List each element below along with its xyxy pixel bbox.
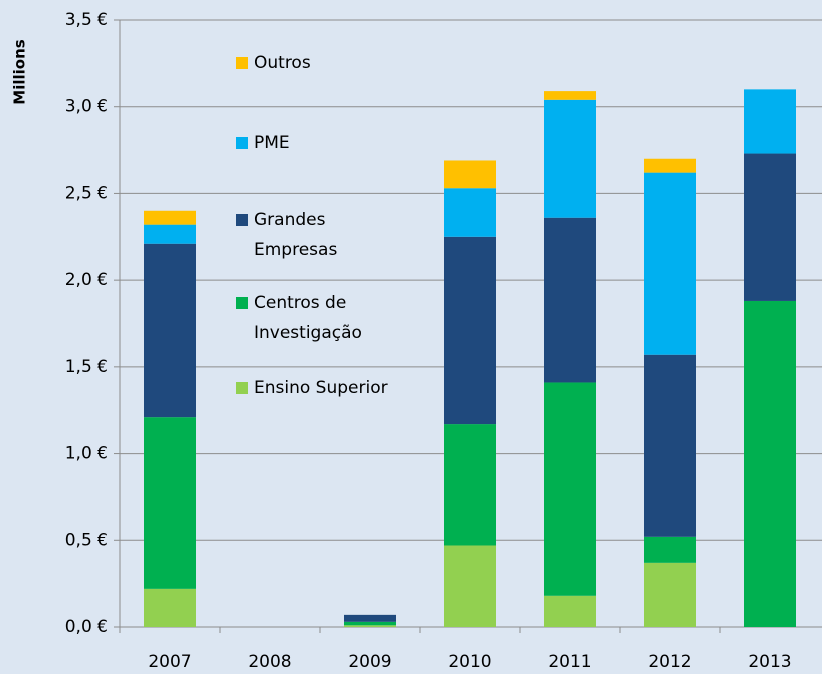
- x-tick-label: 2009: [348, 652, 391, 672]
- x-tick-label: 2011: [548, 652, 591, 672]
- x-tick-label: 2007: [148, 652, 191, 672]
- bar-segment: [544, 217, 596, 383]
- x-tick-label: 2010: [448, 652, 491, 672]
- bar-segment: [344, 625, 396, 627]
- bar-segment: [744, 153, 796, 301]
- legend-item: Outros: [236, 48, 374, 78]
- bar-segment: [144, 417, 196, 589]
- bar-segment: [144, 224, 196, 244]
- legend-label: PME: [254, 133, 290, 153]
- bar-segment: [444, 188, 496, 237]
- bar-segment: [744, 89, 796, 154]
- bar-segment: [344, 614, 396, 622]
- legend-swatch: [236, 57, 248, 69]
- x-tick-label: 2012: [648, 652, 691, 672]
- bar-segment: [644, 172, 696, 355]
- y-axis-label: Millions: [11, 39, 29, 104]
- y-tick-label: 1,0 €: [65, 444, 108, 464]
- legend-item: PME: [236, 128, 374, 158]
- bar-segment: [544, 382, 596, 596]
- legend-swatch: [236, 137, 248, 149]
- bar-segment: [644, 562, 696, 627]
- bar-segment: [744, 300, 796, 627]
- legend-swatch: [236, 297, 248, 309]
- legend-item: Grandes Empresas: [236, 205, 374, 265]
- x-tick-label: 2013: [748, 652, 791, 672]
- bar-segment: [144, 243, 196, 418]
- legend-item: Ensino Superior: [236, 373, 388, 403]
- bar-segment: [144, 210, 196, 225]
- bar-segment: [144, 588, 196, 627]
- legend-swatch: [236, 214, 248, 226]
- bar-segment: [344, 621, 396, 626]
- bar-segment: [644, 536, 696, 563]
- bar-segment: [544, 99, 596, 218]
- y-tick-label: 3,5 €: [65, 10, 108, 30]
- bar-segment: [644, 158, 696, 173]
- y-tick-label: 0,5 €: [65, 530, 108, 550]
- bar-segment: [544, 91, 596, 100]
- legend-swatch: [236, 382, 248, 394]
- y-tick-label: 2,0 €: [65, 270, 108, 290]
- y-tick-label: 2,5 €: [65, 183, 108, 203]
- bar-segment: [544, 595, 596, 627]
- legend-label: Centros de Investigação: [254, 293, 362, 343]
- legend-label: Ensino Superior: [254, 378, 388, 398]
- bar-segment: [444, 424, 496, 546]
- bar-segment: [444, 545, 496, 627]
- bar-segment: [444, 236, 496, 425]
- legend-label: Outros: [254, 53, 311, 73]
- y-tick-label: 0,0 €: [65, 617, 108, 637]
- y-tick-label: 3,0 €: [65, 97, 108, 117]
- y-tick-label: 1,5 €: [65, 357, 108, 377]
- bar-segment: [444, 160, 496, 189]
- bar-segment: [644, 354, 696, 537]
- legend-item: Centros de Investigação: [236, 288, 374, 348]
- legend-label: Grandes Empresas: [254, 210, 338, 260]
- x-tick-label: 2008: [248, 652, 291, 672]
